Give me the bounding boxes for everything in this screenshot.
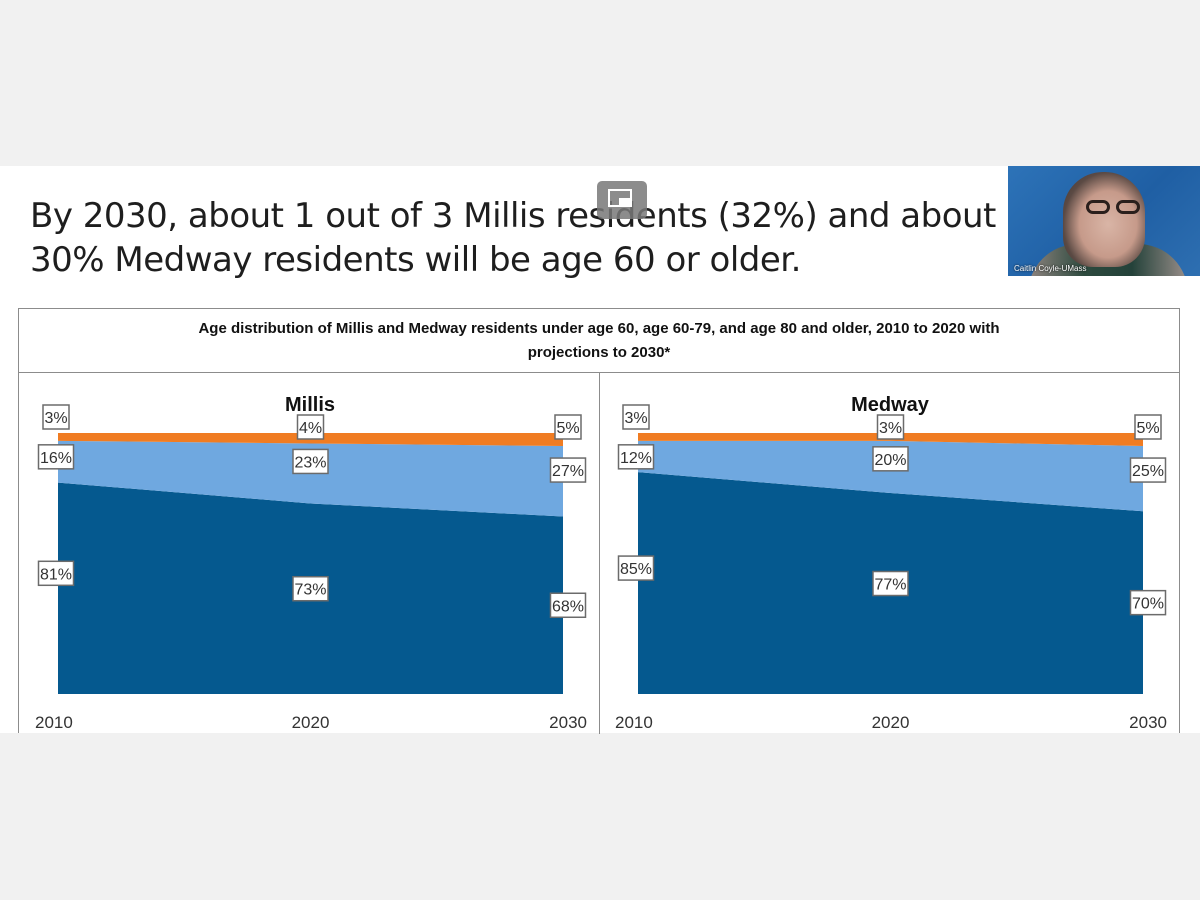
svg-text:20%: 20% (874, 452, 906, 469)
svg-text:5%: 5% (1136, 420, 1159, 437)
medway-data-label: 70% (1129, 589, 1167, 616)
medway-x-tick-label: 2030 (1129, 713, 1167, 732)
millis-data-label: 27% (549, 457, 587, 483)
medway-data-label: 3% (876, 414, 905, 440)
millis-area-age-60-79 (58, 440, 563, 517)
medway-data-label: 12% (617, 444, 655, 470)
svg-text:77%: 77% (874, 577, 906, 594)
chart-plot-area: Millis 81% 73% 68% 16% 23% 27% 3% 4% 5% 2010 2020 20… (35, 394, 1167, 732)
slide-headline: By 2030, about 1 out of 3 Millis residen… (30, 194, 1030, 282)
medway-area-age-60-79 (638, 440, 1143, 512)
participant-name-label: Caitlin Coyle-UMass (1014, 264, 1087, 273)
participant-video-tile[interactable]: Caitlin Coyle-UMass (1008, 166, 1200, 276)
medway-data-label: 25% (1129, 457, 1167, 483)
medway-data-label: 85% (617, 555, 655, 581)
headline-line-2: 30% Medway residents will be age 60 or o… (30, 240, 801, 280)
millis-x-tick-label: 2020 (292, 713, 330, 732)
millis-data-label: 23% (292, 448, 329, 475)
millis-panel-title: Millis (285, 394, 335, 416)
millis-x-tick-label: 2030 (549, 713, 587, 732)
svg-text:27%: 27% (552, 463, 584, 480)
svg-text:70%: 70% (1132, 596, 1164, 613)
svg-text:16%: 16% (40, 450, 72, 467)
medway-data-label: 77% (872, 570, 909, 597)
millis-data-label: 16% (37, 444, 75, 470)
millis-data-label: 81% (37, 560, 75, 587)
medway-panel-title: Medway (851, 394, 930, 416)
medway-x-tick-label: 2010 (615, 713, 653, 732)
medway-data-label: 5% (1134, 414, 1162, 440)
svg-text:85%: 85% (620, 561, 652, 578)
chart-title-line-2: projections to 2030* (527, 344, 671, 361)
picture-in-picture-icon[interactable] (597, 181, 647, 219)
svg-text:23%: 23% (294, 454, 326, 471)
panel-divider (599, 373, 600, 734)
svg-text:73%: 73% (294, 582, 326, 599)
svg-text:3%: 3% (624, 410, 647, 427)
svg-text:68%: 68% (552, 598, 584, 615)
chart-title-line-1: Age distribution of Millis and Medway re… (198, 320, 1000, 337)
millis-data-label: 73% (292, 575, 329, 602)
svg-text:81%: 81% (40, 566, 72, 583)
svg-text:3%: 3% (44, 410, 67, 427)
headline-line-1: By 2030, about 1 out of 3 Millis residen… (30, 196, 996, 236)
svg-text:3%: 3% (879, 420, 902, 437)
millis-data-label: 4% (296, 414, 325, 440)
chart-container: Age distribution of Millis and Medway re… (18, 308, 1180, 734)
millis-data-label: 3% (42, 404, 70, 430)
millis-data-label: 68% (549, 592, 587, 619)
participant-face (1063, 172, 1145, 267)
medway-data-label: 20% (872, 446, 909, 472)
medway-x-tick-label: 2020 (872, 713, 910, 732)
chart-title: Age distribution of Millis and Medway re… (19, 317, 1179, 365)
presentation-slide: By 2030, about 1 out of 3 Millis residen… (0, 166, 1200, 734)
svg-text:5%: 5% (556, 420, 579, 437)
svg-text:12%: 12% (620, 450, 652, 467)
medway-data-label: 3% (622, 404, 650, 430)
millis-data-label: 5% (554, 414, 582, 440)
title-divider (19, 372, 1179, 373)
millis-x-tick-label: 2010 (35, 713, 73, 732)
svg-text:25%: 25% (1132, 463, 1164, 480)
svg-text:4%: 4% (299, 420, 322, 437)
